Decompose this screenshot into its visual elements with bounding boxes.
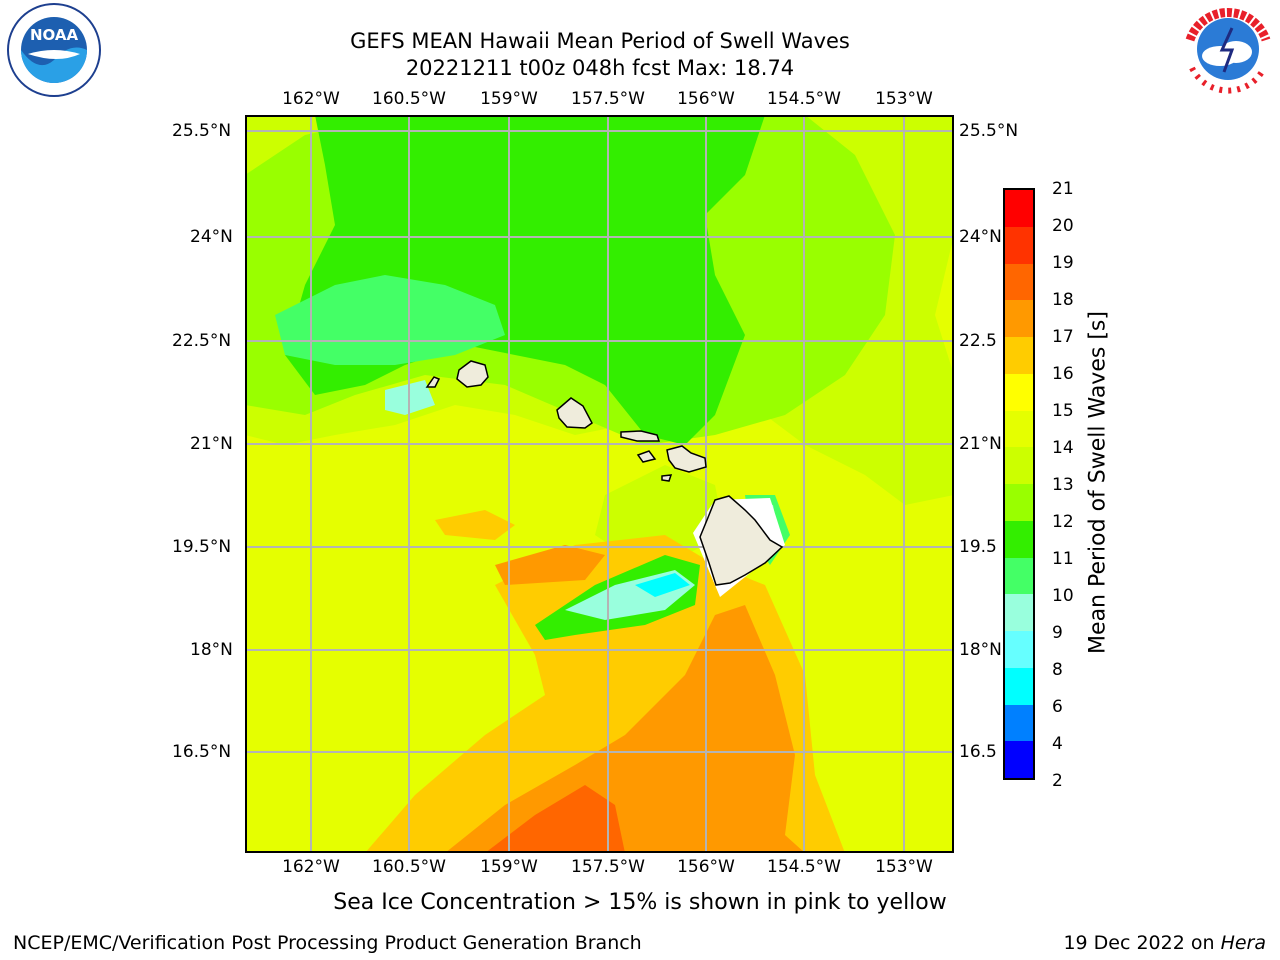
island-hawaii (699, 495, 784, 586)
lat-label: 25.5°N (172, 121, 232, 141)
lon-labels-bottom: 162°W 160.5°W 159°W 157.5°W 156°W 154.5°… (0, 857, 1280, 879)
lon-label: 157.5°W (571, 857, 645, 877)
colorbar-tick: 10 (1052, 586, 1074, 606)
lat-label: 18°N (190, 640, 233, 660)
lat-label: 21°N (190, 434, 233, 454)
lat-label: 18°N (959, 640, 1002, 660)
lat-label: 25.5°N (959, 121, 1019, 141)
island-niihau (425, 376, 441, 388)
lon-label: 154.5°W (767, 857, 841, 877)
colorbar-tick: 2 (1052, 771, 1063, 791)
colorbar-label: Mean Period of Swell Waves [s] (1085, 311, 1111, 654)
lon-label: 157.5°W (571, 89, 645, 109)
island-molokai (620, 430, 661, 442)
colorbar-swatch (1005, 226, 1033, 264)
lat-label: 16.5°N (172, 742, 232, 762)
island-lanai (636, 450, 657, 463)
colorbar-swatch (1005, 520, 1033, 558)
island-kauai (456, 360, 489, 388)
colorbar-swatch (1005, 667, 1033, 705)
lon-label: 162°W (282, 857, 340, 877)
lat-label: 24°N (959, 227, 1002, 247)
lat-label: 19.5°N (172, 537, 232, 557)
footer-right: 19 Dec 2022 on Hera (1063, 932, 1266, 954)
colorbar-swatch (1005, 190, 1033, 227)
colorbar-tick: 12 (1052, 512, 1074, 532)
lat-label: 22.5°N (172, 331, 232, 351)
colorbar-swatch (1005, 373, 1033, 411)
colorbar-tick: 6 (1052, 697, 1063, 717)
colorbar-tick: 18 (1052, 290, 1074, 310)
colorbar-swatch (1005, 447, 1033, 484)
colorbar-tick: 16 (1052, 364, 1074, 384)
colorbar-swatch (1005, 300, 1033, 337)
colorbar-swatch (1005, 594, 1033, 631)
colorbar-swatch (1005, 263, 1033, 301)
lon-labels-top: 162°W 160.5°W 159°W 157.5°W 156°W 154.5°… (0, 89, 1280, 111)
lat-label: 19.5 (959, 537, 997, 557)
footer-machine: Hera (1220, 932, 1266, 954)
lat-label: 22.5 (959, 331, 997, 351)
map-panel (245, 115, 954, 853)
lon-label: 160.5°W (372, 857, 446, 877)
lon-label: 153°W (875, 857, 933, 877)
lon-label: 160.5°W (372, 89, 446, 109)
footer-left: NCEP/EMC/Verification Post Processing Pr… (13, 932, 642, 954)
colorbar-swatch (1005, 631, 1033, 668)
colorbar-tick: 21 (1052, 179, 1074, 199)
colorbar-swatch (1005, 484, 1033, 521)
lon-label: 159°W (480, 89, 538, 109)
colorbar (1003, 188, 1035, 780)
hawaii-islands (425, 360, 784, 586)
colorbar-tick: 15 (1052, 401, 1074, 421)
lon-label: 159°W (480, 857, 538, 877)
colorbar-swatches (1005, 190, 1033, 778)
colorbar-tick: 20 (1052, 216, 1074, 236)
lon-label: 154.5°W (767, 89, 841, 109)
colorbar-tick: 14 (1052, 438, 1074, 458)
colorbar-swatch (1005, 410, 1033, 448)
colorbar-tick: 17 (1052, 327, 1074, 347)
colorbar-swatch (1005, 337, 1033, 374)
map-subtitle: 20221211 t00z 048h fcst Max: 18.74 (405, 56, 795, 80)
colorbar-tick: 8 (1052, 660, 1063, 680)
island-oahu (556, 397, 593, 429)
graticule (245, 115, 954, 853)
colorbar-swatch (1005, 557, 1033, 595)
nws-logo (1178, 0, 1278, 98)
colorbar-swatch (1005, 704, 1033, 742)
footer-date: 19 Dec 2022 on (1063, 932, 1221, 954)
svg-text:NOAA: NOAA (30, 26, 79, 44)
sea-ice-caption: Sea Ice Concentration > 15% is shown in … (333, 890, 947, 915)
lat-label: 24°N (190, 227, 233, 247)
lon-label: 153°W (875, 89, 933, 109)
colorbar-tick: 19 (1052, 253, 1074, 273)
colorbar-tick: 4 (1052, 734, 1063, 754)
lat-label: 16.5 (959, 742, 997, 762)
colorbar-swatch (1005, 741, 1033, 778)
colorbar-tick: 9 (1052, 623, 1063, 643)
lat-label: 21°N (959, 434, 1002, 454)
map-title: GEFS MEAN Hawaii Mean Period of Swell Wa… (350, 29, 850, 53)
colorbar-tick: 13 (1052, 475, 1074, 495)
swell-period-field (245, 115, 954, 853)
lon-label: 156°W (677, 857, 735, 877)
island-maui (666, 445, 707, 473)
noaa-logo: NOAA (4, 2, 104, 98)
island-kahoolawe (661, 474, 673, 482)
colorbar-tick: 11 (1052, 549, 1074, 569)
lon-label: 156°W (677, 89, 735, 109)
lon-label: 162°W (282, 89, 340, 109)
